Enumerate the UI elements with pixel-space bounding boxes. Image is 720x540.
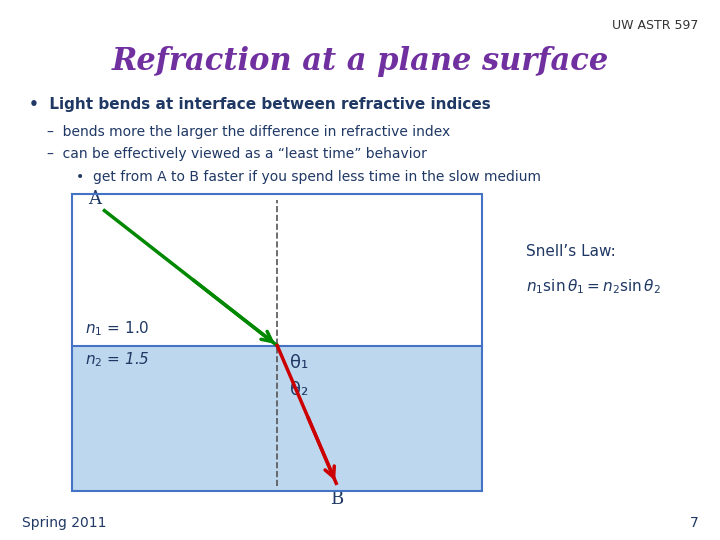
Bar: [72, 346, 482, 491]
Text: 7: 7: [690, 516, 698, 530]
Text: –  bends more the larger the difference in refractive index: – bends more the larger the difference i…: [47, 125, 450, 139]
Text: •  Light bends at interface between refractive indices: • Light bends at interface between refra…: [29, 97, 490, 112]
Text: θ₂: θ₂: [290, 381, 308, 399]
Text: –  can be effectively viewed as a “least time” behavior: – can be effectively viewed as a “least …: [47, 147, 427, 161]
Text: $n_1 \sin\theta_1 = n_2 \sin\theta_2$: $n_1 \sin\theta_1 = n_2 \sin\theta_2$: [526, 277, 660, 295]
Text: •  get from A to B faster if you spend less time in the slow medium: • get from A to B faster if you spend le…: [76, 170, 541, 184]
Text: Snell’s Law:: Snell’s Law:: [526, 244, 616, 259]
Text: $n_1$ = 1.0: $n_1$ = 1.0: [85, 319, 150, 338]
Text: B: B: [330, 490, 343, 508]
Text: Spring 2011: Spring 2011: [22, 516, 106, 530]
Text: Refraction at a plane surface: Refraction at a plane surface: [112, 46, 608, 77]
Text: UW ASTR 597: UW ASTR 597: [612, 19, 698, 32]
Text: $n_2$ = 1.5: $n_2$ = 1.5: [85, 350, 150, 369]
Text: θ₁: θ₁: [290, 354, 308, 372]
Text: A: A: [88, 190, 101, 208]
Bar: [72, 194, 482, 491]
